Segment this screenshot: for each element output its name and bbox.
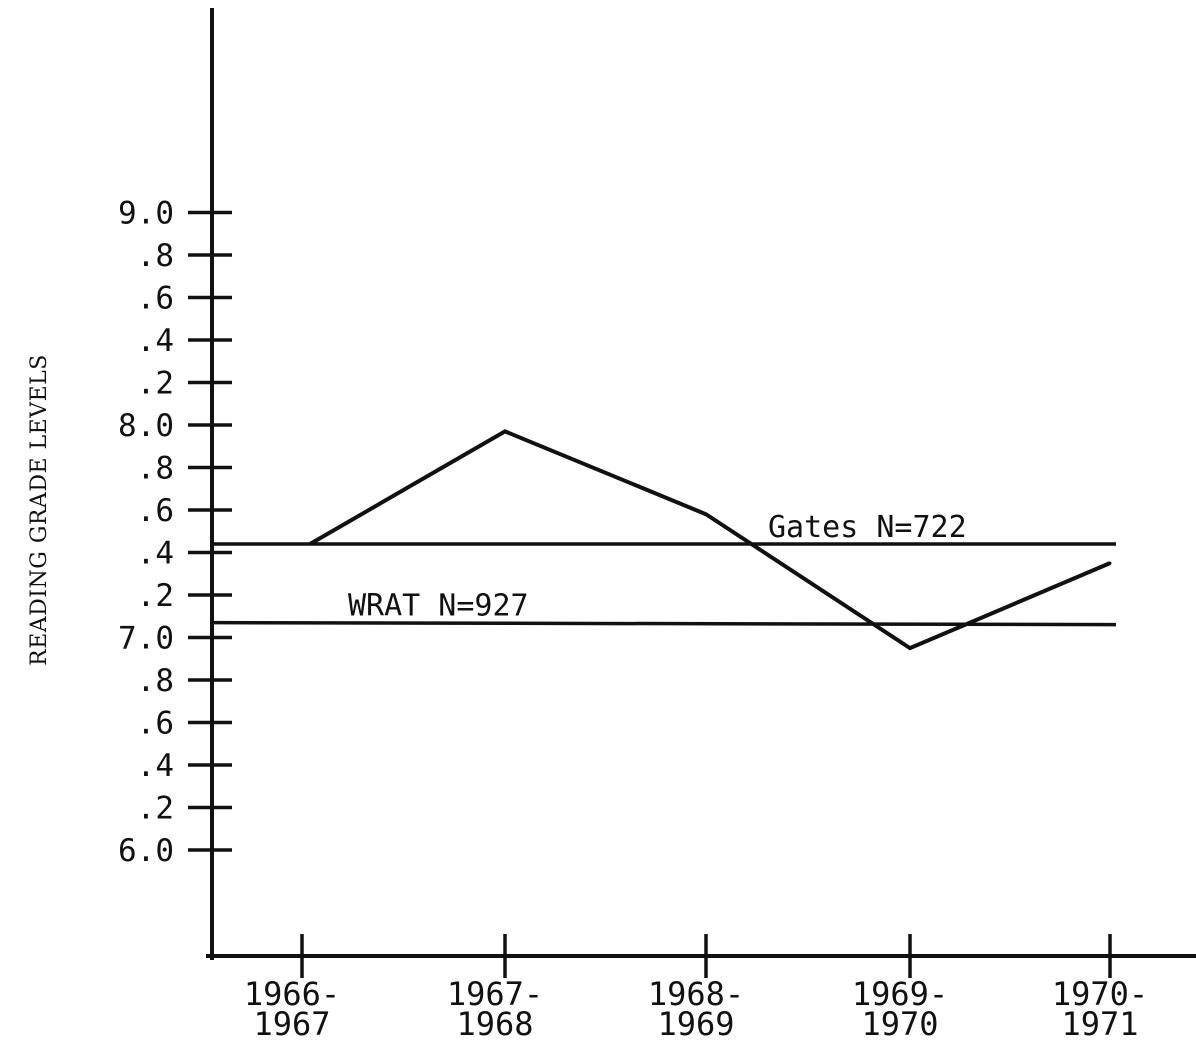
y-tick-label: 7.0 <box>118 621 174 657</box>
y-tick-label: .2 <box>137 578 174 614</box>
x-tick-label: 1970-1971 <box>1052 975 1148 1043</box>
y-axis-title: READING GRADE LEVELS <box>27 354 52 666</box>
reference-line-label: WRAT N=927 <box>348 589 529 624</box>
y-tick-label: .4 <box>137 323 174 359</box>
y-tick-label: .6 <box>137 281 174 317</box>
y-tick-label: 8.0 <box>118 408 174 444</box>
series <box>308 429 1112 651</box>
series-point <box>503 429 507 433</box>
y-tick-label: .8 <box>137 238 174 274</box>
labels: 6.0 .2 .4 .6 .8 7.0 .2 .4 .6 .8 8.0 .2 .4 .6 .8 9.0 1966… <box>27 196 1148 1044</box>
axes <box>188 8 1196 978</box>
x-tick-label: 1968-1969 <box>648 975 744 1043</box>
y-tick-label: .6 <box>137 493 174 529</box>
x-tick-label: 1966-1967 <box>244 975 340 1043</box>
series-point <box>308 542 312 546</box>
y-tick-label: .8 <box>137 451 174 487</box>
y-tick-label: .6 <box>137 706 174 742</box>
x-tick-label: 1967-1968 <box>447 975 543 1043</box>
x-tick-label: 1969-1970 <box>852 975 948 1043</box>
series-point <box>908 646 912 650</box>
y-tick-label: 9.0 <box>118 196 174 232</box>
reference-line-label: Gates N=722 <box>768 510 967 545</box>
y-tick-label: .2 <box>137 366 174 402</box>
y-tick-label: .4 <box>137 536 174 572</box>
y-tick-label: .4 <box>137 748 174 784</box>
y-tick-label: .8 <box>137 663 174 699</box>
series-point <box>704 512 708 516</box>
y-tick-label: 6.0 <box>118 833 174 869</box>
series-point <box>1108 561 1112 565</box>
y-tick-label: .2 <box>137 791 174 827</box>
